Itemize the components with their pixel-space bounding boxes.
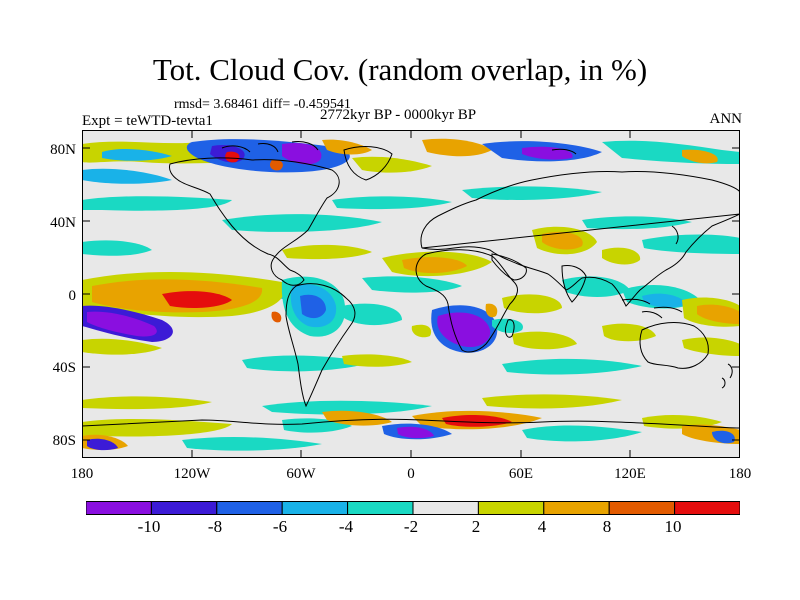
- colorbar-box: [674, 501, 740, 515]
- colorbar-box: [86, 501, 152, 515]
- y-label-40n: 40N: [50, 215, 76, 231]
- colorbar: [86, 501, 740, 515]
- map-plot: [82, 130, 740, 458]
- colorbar-box: [281, 501, 349, 515]
- y-label-40s: 40S: [52, 360, 76, 376]
- y-label-80s: 80S: [52, 433, 76, 449]
- colorbar-label-minus10: -10: [137, 517, 161, 536]
- colorbar-box: [150, 501, 218, 515]
- y-label-80n: 80N: [50, 142, 76, 158]
- x-label-180e: 180: [728, 466, 752, 482]
- x-label-120w: 120W: [173, 466, 211, 482]
- period-label: 2772kyr BP - 0000kyr BP: [320, 107, 477, 123]
- colorbar-box: [477, 501, 545, 515]
- x-label-180w: 180: [70, 466, 94, 482]
- experiment-label: Expt = teWTD-tevta1: [82, 113, 213, 129]
- y-label-0: 0: [68, 288, 77, 304]
- colorbar-label-2: 2: [471, 517, 481, 536]
- coastlines: [82, 141, 740, 429]
- colorbar-box: [347, 501, 414, 515]
- map-title: Tot. Cloud Cov. (random overlap, in %): [152, 52, 648, 87]
- colorbar-label-minus6: -6: [272, 517, 288, 536]
- colorbar-label-minus8: -8: [207, 517, 223, 536]
- axis-ticks: [82, 130, 740, 458]
- colorbar-box: [608, 501, 676, 515]
- colorbar-label-8: 8: [602, 517, 612, 536]
- x-label-60w: 60W: [286, 466, 316, 482]
- colorbar-box: [216, 501, 283, 515]
- colorbar-box: [543, 501, 610, 515]
- colorbar-label-10: 10: [664, 517, 682, 536]
- colorbar-label-minus2: -2: [403, 517, 419, 536]
- colorbar-label-4: 4: [537, 517, 547, 536]
- x-label-60e: 60E: [508, 466, 534, 482]
- x-label-0: 0: [407, 466, 415, 482]
- colorbar-label-minus4: -4: [338, 517, 354, 536]
- anomaly-fields: [82, 138, 740, 451]
- colorbar-box: [412, 501, 479, 515]
- x-label-120e: 120E: [614, 466, 646, 482]
- season-label: ANN: [709, 111, 743, 127]
- stats-text: rmsd= 3.68461 diff= -0.459541: [174, 97, 351, 112]
